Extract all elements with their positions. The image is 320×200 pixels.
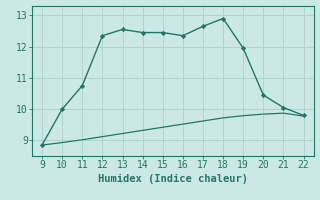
X-axis label: Humidex (Indice chaleur): Humidex (Indice chaleur) — [98, 174, 248, 184]
